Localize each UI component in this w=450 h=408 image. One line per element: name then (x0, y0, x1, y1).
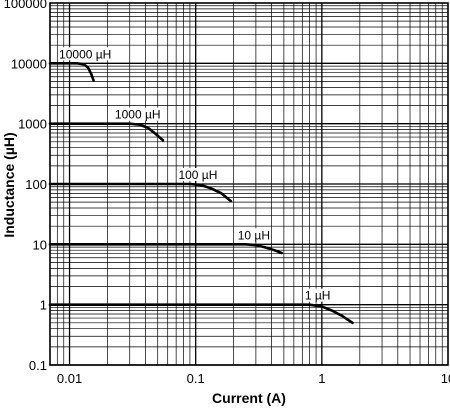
curve-line (48, 243, 283, 255)
y-tick-label: 10000 (11, 56, 47, 71)
x-axis-title: Current (A) (212, 390, 286, 406)
y-tick-labels: 100000 10000 1000 100 10 1 0.1 (4, 0, 47, 373)
y-tick-label: 100 (25, 177, 47, 192)
curve-label: 1 µH (305, 289, 331, 303)
curve-label: 100 µH (178, 168, 217, 182)
y-tick-label: 0.1 (29, 358, 47, 373)
curve-label-background (303, 288, 332, 302)
y-tick-label: 1000 (18, 117, 47, 132)
y-axis-title: Inductance (µH) (1, 132, 17, 237)
curve-label-background (113, 107, 162, 121)
x-tick-label: 0.01 (57, 371, 82, 386)
y-tick-label: 100000 (4, 0, 47, 11)
curve-label-background (236, 228, 272, 242)
curve-label-background (177, 168, 219, 181)
curve-line (48, 62, 95, 82)
curve-label: 10 µH (238, 228, 270, 242)
curve-labels: 10000 µH 1000 µH 100 µH 10 µH 1 µH (58, 47, 332, 303)
curve-label-background (58, 47, 113, 61)
x-tick-label: 10 (441, 371, 450, 386)
y-tick-label: 10 (33, 237, 47, 252)
curve-label: 1000 µH (115, 108, 161, 122)
x-tick-labels: 0.01 0.1 1 10 (57, 371, 450, 386)
x-tick-label: 0.1 (187, 371, 205, 386)
curve-line (48, 303, 354, 325)
x-tick-label: 1 (318, 371, 325, 386)
curve-label: 10000 µH (59, 47, 111, 61)
curve-line (48, 182, 233, 203)
y-tick-label: 1 (40, 298, 47, 313)
curves (48, 62, 354, 325)
curve-line (48, 122, 165, 142)
